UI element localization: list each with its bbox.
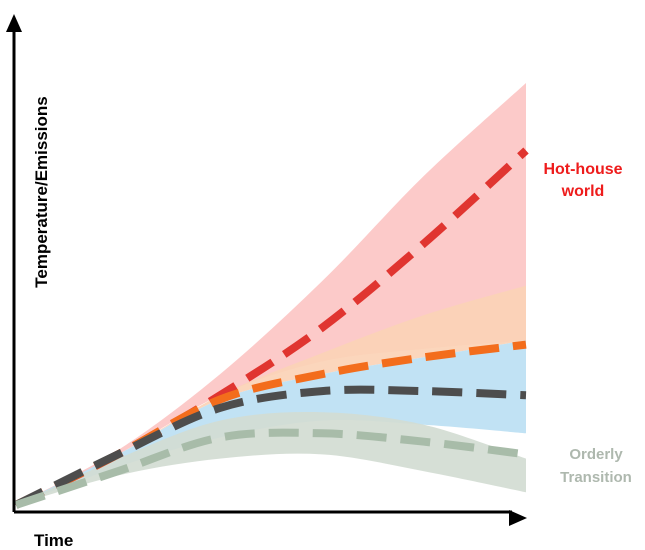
hothouse-band [16,83,526,505]
x-axis-label: Time [34,531,73,550]
hothouse-label-line2: world [561,183,605,200]
orderly-series-line [14,428,527,509]
y-axis-label: Temperature/Emissions [32,96,51,287]
hothouse-label-line1: Hot-house [543,161,622,178]
x-axis-arrowhead [509,510,527,526]
orderly-label-line2: Transition [560,469,632,486]
scenario-lines [14,147,529,509]
orange-band [16,285,526,505]
orderly-band [16,412,526,505]
y-axis-arrowhead [6,14,22,32]
dark-series-line [14,385,527,509]
orderly-label-line1: Orderly [569,446,623,463]
uncertainty-bands [16,83,526,505]
